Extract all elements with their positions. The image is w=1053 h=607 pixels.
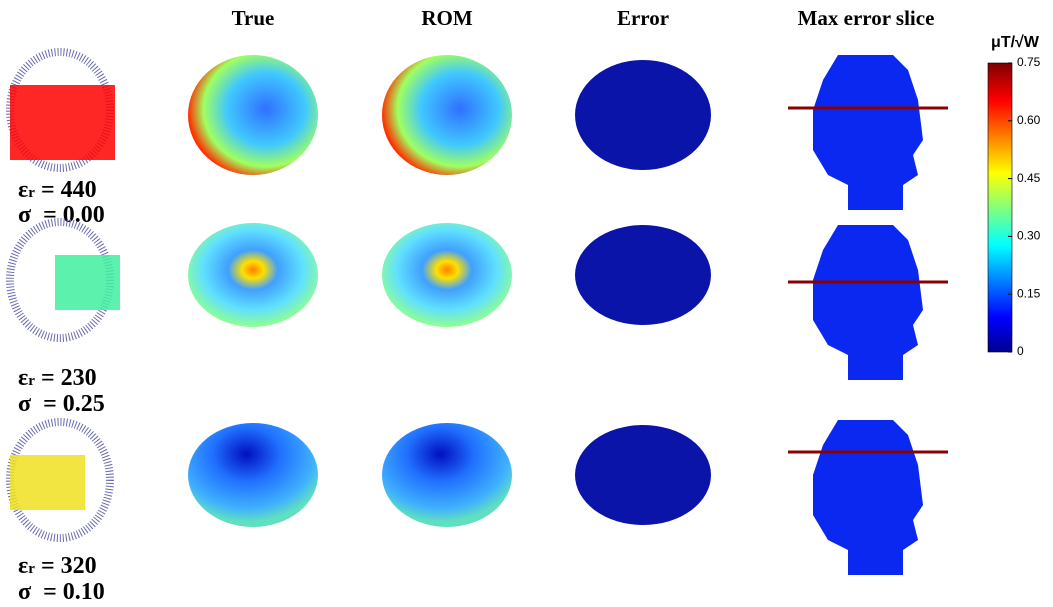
eps-symbol: ε: [18, 365, 28, 391]
eps-symbol: ε: [18, 177, 28, 203]
head-slice: [813, 420, 923, 575]
conductivity-label: σ = 0.25: [18, 391, 105, 417]
sigma-symbol: σ: [18, 579, 31, 605]
sigma-symbol: σ: [18, 391, 31, 417]
field-map: [188, 423, 318, 527]
error-map: [575, 60, 711, 170]
colorbar-ticks: 0 0.15 0.30 0.45 0.60 0.75: [1008, 55, 1041, 358]
row: εr = 320 σ = 0.10: [6, 418, 948, 605]
eps-sub: r: [28, 185, 35, 201]
field-map: [382, 55, 512, 175]
conductivity-label: σ = 0.10: [18, 579, 105, 605]
material-region: [55, 255, 120, 310]
eps-text: = 230: [41, 365, 97, 391]
sigma-text: = 0.25: [43, 391, 105, 417]
eps-sub: r: [28, 561, 35, 577]
colorbar-unit: μT/√W: [991, 34, 1040, 51]
field-map: [188, 223, 318, 327]
eps-text: = 320: [41, 553, 97, 579]
sigma-symbol: σ: [18, 202, 31, 228]
colorbar-tick-label: 0.60: [1017, 113, 1041, 127]
column-header: True: [232, 6, 275, 30]
column-header: Error: [617, 6, 669, 30]
colorbar-tick-label: 0.75: [1017, 55, 1041, 69]
error-map: [575, 425, 711, 525]
permittivity-label: εr = 320: [18, 553, 97, 579]
permittivity-label: εr = 440: [18, 177, 97, 203]
colorbar-tick-label: 0.45: [1017, 171, 1041, 185]
field-map: [188, 55, 318, 175]
eps-sub: r: [28, 373, 35, 389]
colorbar: [987, 62, 1013, 353]
colorbar-tick-label: 0.15: [1017, 286, 1041, 300]
row: εr = 230 σ = 0.25: [6, 218, 948, 417]
column-headers: True ROM Error Max error slice: [232, 6, 935, 30]
column-header: Max error slice: [798, 6, 935, 30]
head-slice: [813, 55, 923, 210]
error-map: [575, 225, 711, 325]
field-map: [382, 423, 512, 527]
sigma-text: = 0.10: [43, 579, 105, 605]
material-region: [10, 455, 85, 510]
eps-text: = 440: [41, 177, 97, 203]
field-map: [382, 223, 512, 327]
permittivity-label: εr = 230: [18, 365, 97, 391]
eps-symbol: ε: [18, 553, 28, 579]
head-slice: [813, 225, 923, 380]
colorbar-tick-label: 0: [1017, 344, 1024, 358]
colorbar-tick-label: 0.30: [1017, 229, 1041, 243]
material-region: [10, 85, 115, 160]
column-header: ROM: [421, 6, 473, 30]
